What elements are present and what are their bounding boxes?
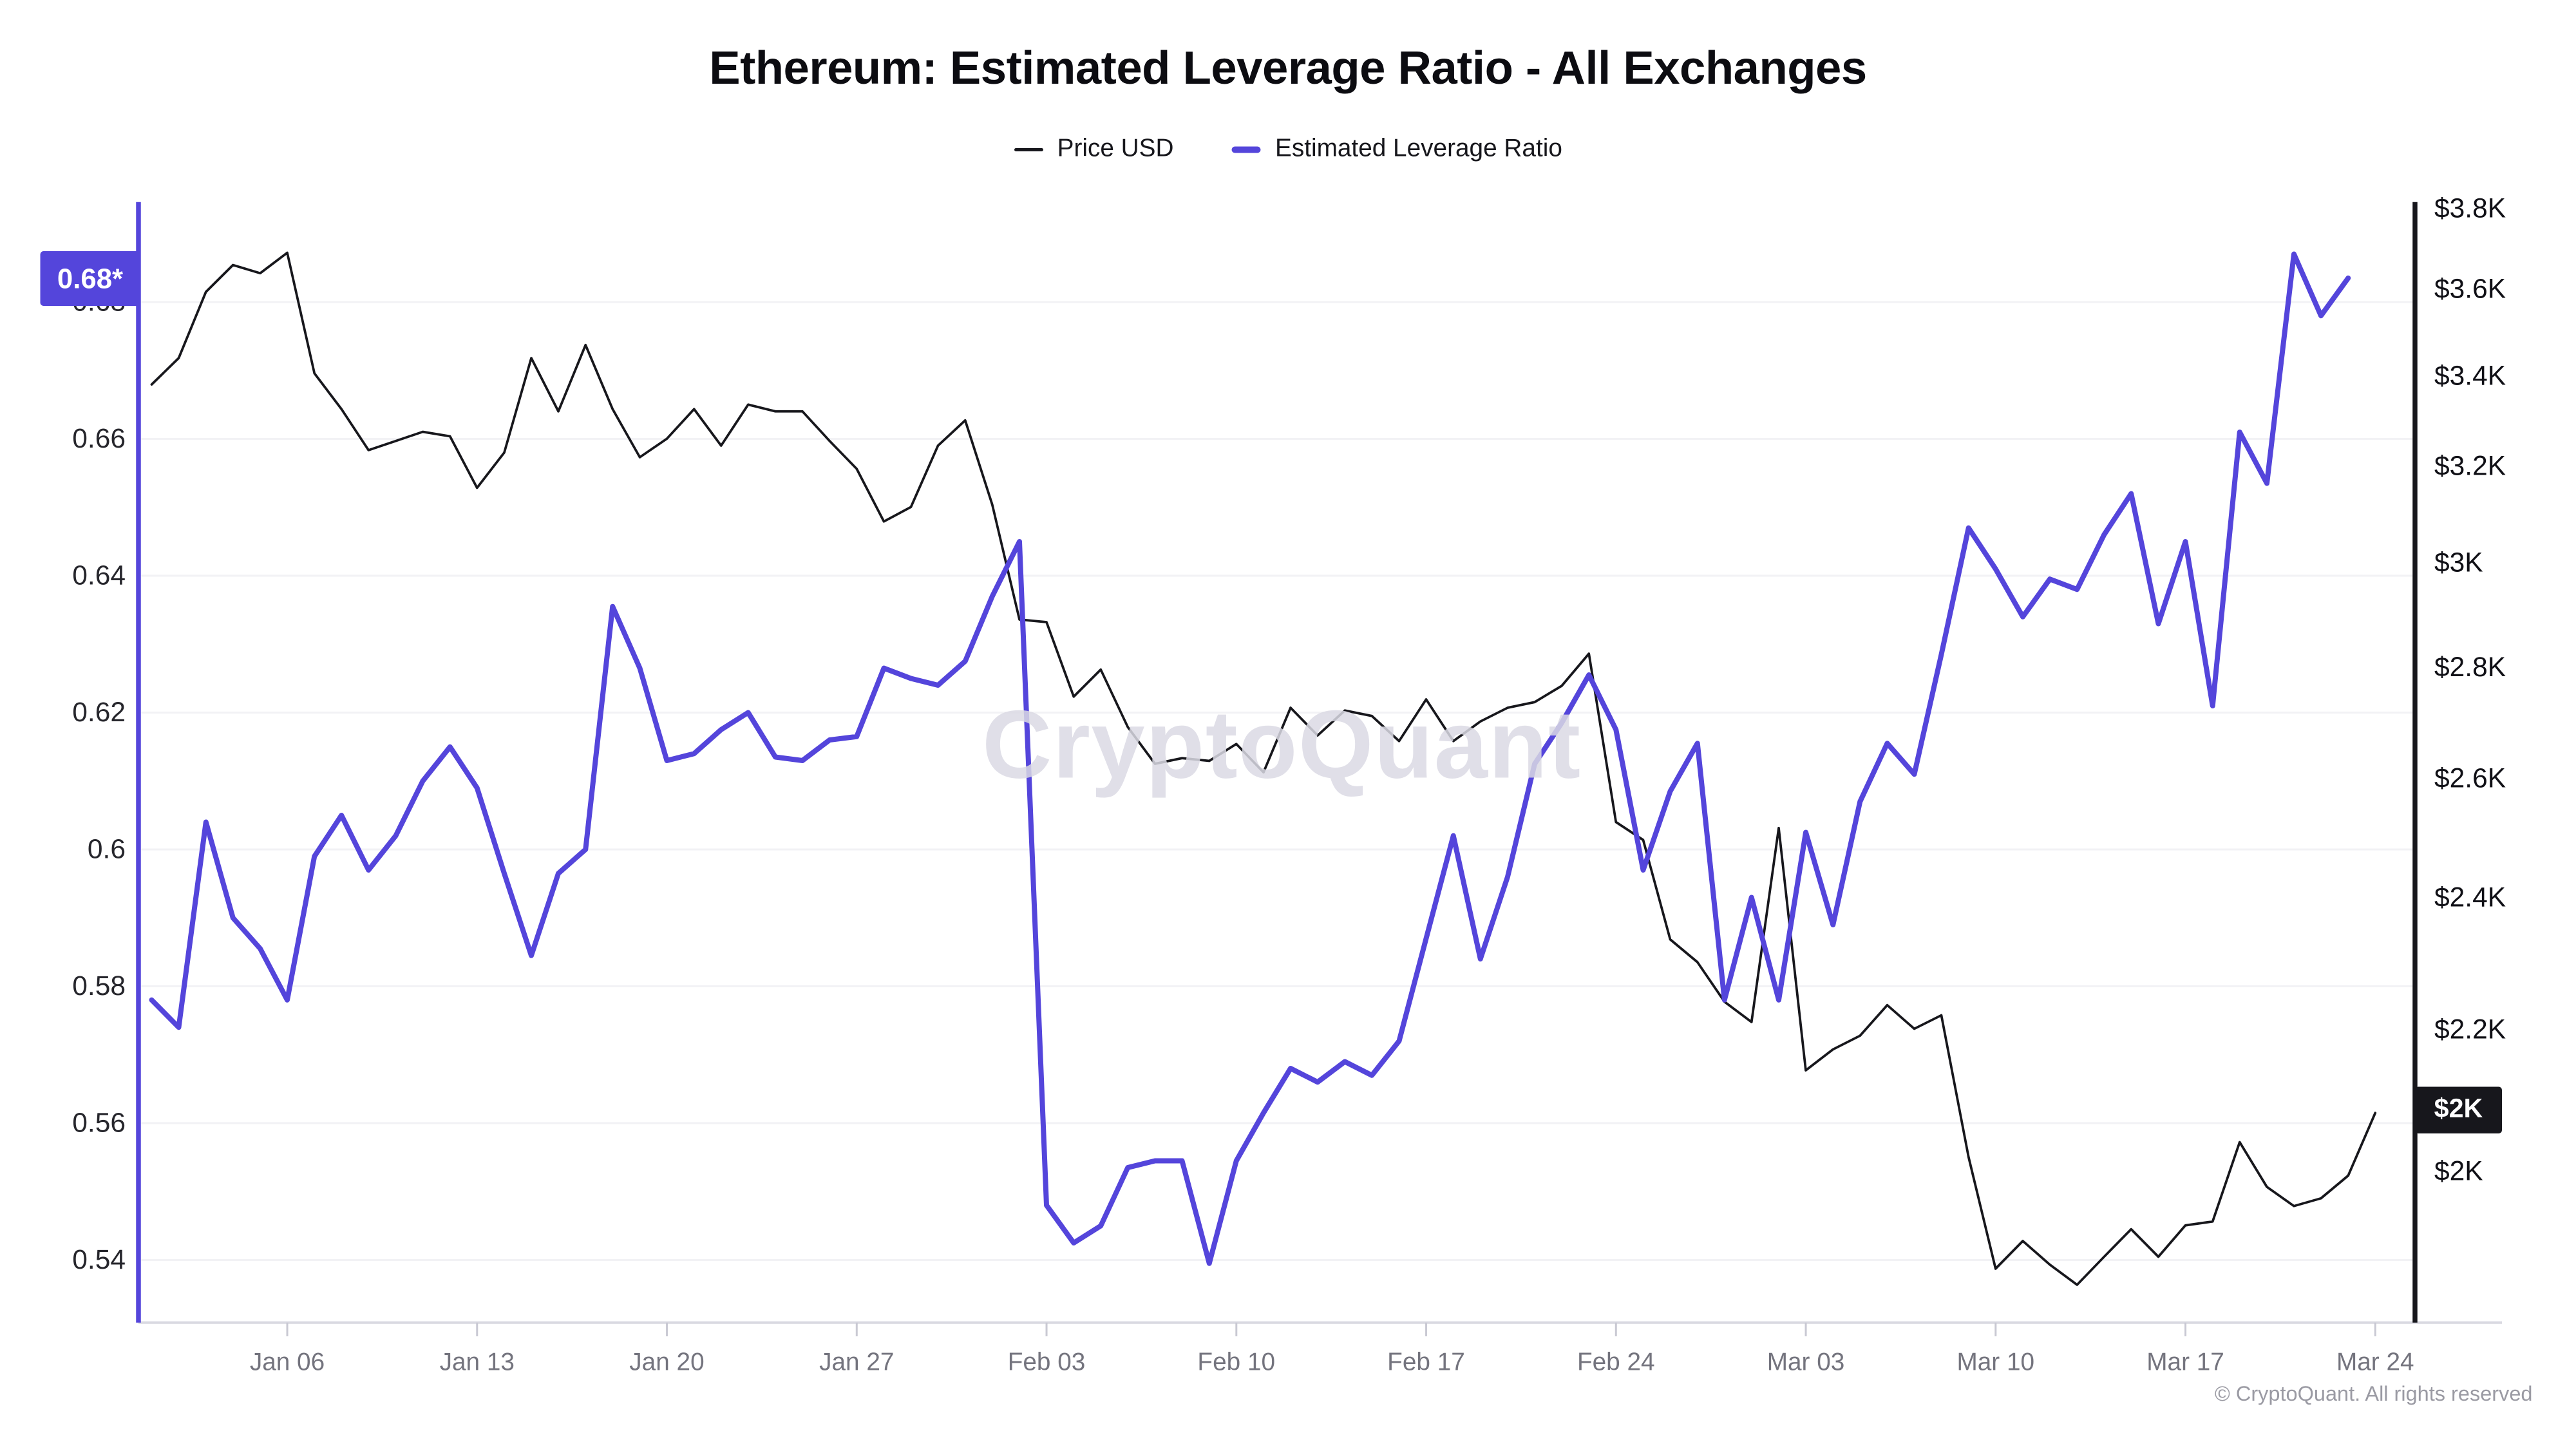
legend-item-price[interactable]: Price USD — [1014, 135, 1174, 164]
x-axis-tick-label: Mar 24 — [2336, 1349, 2414, 1377]
right-axis-tick-label: $2K — [2434, 1156, 2483, 1188]
leverage-series-swatch-icon — [1231, 147, 1261, 153]
left-axis-tick-label: 0.64 — [72, 560, 126, 591]
leverage-last-value-badge: 0.68* — [40, 251, 140, 306]
right-axis-tick-label: $2.8K — [2434, 651, 2506, 683]
x-axis-tick-label: Feb 17 — [1387, 1349, 1465, 1377]
x-axis-tick-label: Mar 17 — [2146, 1349, 2224, 1377]
right-axis-tick-label: $3.8K — [2434, 193, 2506, 224]
left-axis-tick-label: 0.62 — [72, 697, 126, 728]
legend: Price USD Estimated Leverage Ratio — [0, 135, 2576, 164]
x-axis-tick-label: Jan 27 — [819, 1349, 895, 1377]
price-series-swatch-icon — [1014, 148, 1043, 151]
right-axis-tick-label: $3.2K — [2434, 451, 2506, 482]
legend-label-leverage: Estimated Leverage Ratio — [1275, 135, 1562, 163]
x-axis-tick-label: Mar 10 — [1956, 1349, 2035, 1377]
price-last-value-badge: $2K — [2415, 1086, 2502, 1133]
x-axis-tick-label: Jan 06 — [249, 1349, 325, 1377]
x-axis-tick-label: Feb 03 — [1007, 1349, 1086, 1377]
right-axis-tick-label: $2.2K — [2434, 1013, 2506, 1045]
right-axis-tick-label: $2.6K — [2434, 762, 2506, 794]
x-axis-tick-label: Feb 24 — [1577, 1349, 1655, 1377]
right-axis-tick-label: $3.4K — [2434, 360, 2506, 391]
leverage-line — [149, 251, 2351, 1266]
price-line — [150, 251, 2377, 1286]
legend-label-price: Price USD — [1057, 135, 1174, 163]
legend-item-leverage[interactable]: Estimated Leverage Ratio — [1231, 135, 1562, 164]
left-axis-tick-label: 0.58 — [72, 971, 126, 1002]
watermark: CryptoQuant — [982, 690, 1582, 799]
left-axis-tick-label: 0.54 — [72, 1244, 126, 1276]
left-axis-tick-label: 0.56 — [72, 1108, 126, 1139]
copyright-note: © CryptoQuant. All rights reserved — [2214, 1381, 2533, 1406]
right-axis-tick-label: $3.6K — [2434, 274, 2506, 305]
right-axis-tick-label: $3K — [2434, 548, 2483, 579]
chart-title: Ethereum: Estimated Leverage Ratio - All… — [709, 43, 1867, 95]
left-axis-tick-label: 0.6 — [87, 834, 126, 865]
x-axis-tick-label: Jan 13 — [439, 1349, 515, 1377]
left-axis-tick-label: 0.66 — [72, 423, 126, 455]
x-axis-tick-label: Feb 10 — [1197, 1349, 1276, 1377]
x-axis-tick-label: Jan 20 — [629, 1349, 705, 1377]
x-axis-tick-label: Mar 03 — [1766, 1349, 1845, 1377]
right-axis-tick-label: $2.4K — [2434, 883, 2506, 914]
